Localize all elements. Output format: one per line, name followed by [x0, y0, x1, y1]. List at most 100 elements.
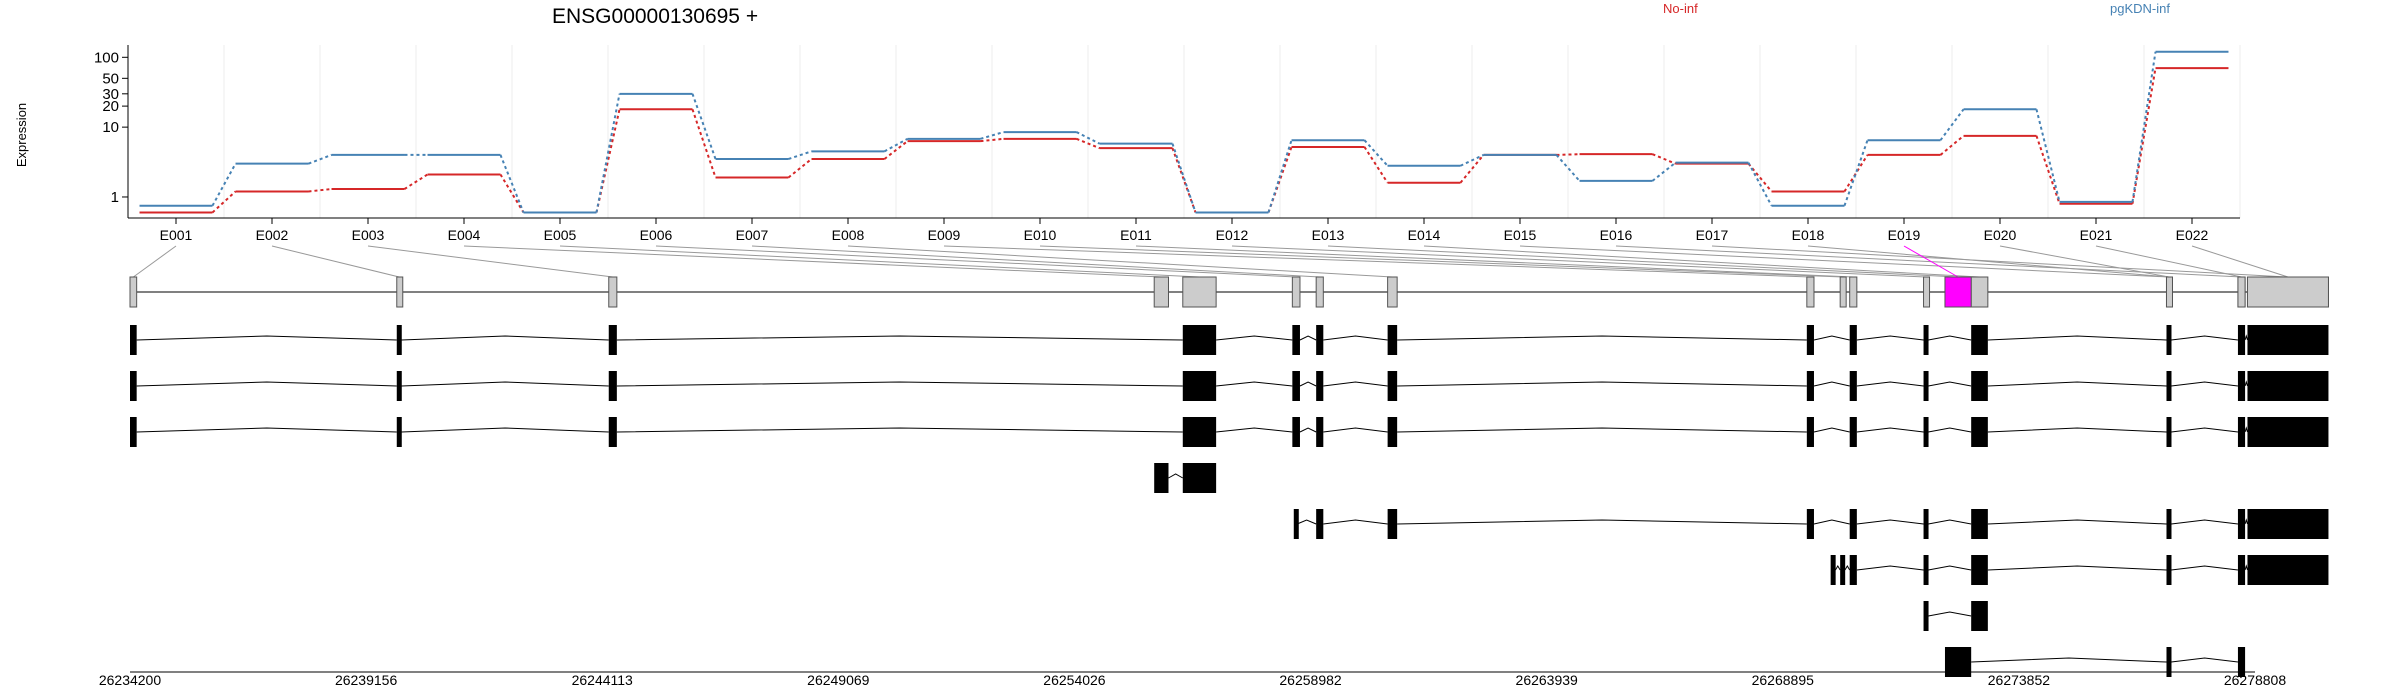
- transcript-exon: [1293, 509, 1299, 539]
- transcript-exon: [2166, 417, 2172, 447]
- exon-connector: [1999, 245, 2169, 278]
- transcript-exon: [396, 417, 402, 447]
- intron-line: [1397, 381, 1807, 387]
- genomic-tick-label: 26263939: [1516, 672, 1579, 688]
- intron-line: [1987, 427, 2167, 433]
- x-tick-label: E001: [160, 227, 193, 243]
- exon-connector: [751, 245, 1320, 278]
- y-tick-label: 10: [102, 119, 119, 136]
- transcript-exon: [1182, 463, 1217, 493]
- exon-connector: [2095, 245, 2242, 278]
- intron-line: [1928, 519, 1972, 525]
- transcript-exon: [2247, 325, 2329, 355]
- intron-line: [1397, 427, 1807, 433]
- exon-connector: [2191, 245, 2289, 278]
- x-axis: E001 E002 E003 E004 E005 E006 E007 E008 E009 E010…: [128, 217, 2240, 243]
- exon-connector: [559, 245, 1200, 278]
- x-tick-label: E013: [1312, 227, 1345, 243]
- intron-line: [1299, 427, 1317, 433]
- intron-line: [2171, 335, 2239, 341]
- transcript-tracks: [130, 325, 2329, 677]
- intron-line: [2171, 565, 2239, 571]
- series-connector: [595, 93, 621, 213]
- intron-line: [1299, 381, 1317, 387]
- exon-box-e001: [129, 276, 138, 308]
- genomic-tick-label: 26273852: [1988, 672, 2051, 688]
- x-tick-label: E004: [448, 227, 481, 243]
- transcript-exon: [1806, 509, 1814, 539]
- intron-line: [1216, 335, 1293, 341]
- transcript-exon: [2166, 647, 2172, 677]
- transcript-exon: [1849, 509, 1857, 539]
- transcript-exon: [1316, 417, 1324, 447]
- exon-connector: [1231, 245, 1926, 278]
- x-tick-label: E003: [352, 227, 385, 243]
- transcript-exon: [1387, 371, 1398, 401]
- series-connector: [308, 153, 332, 165]
- exon-box-e009: [1806, 276, 1815, 308]
- genomic-tick-label: 26258982: [1279, 672, 1342, 688]
- series-connector: [980, 137, 1004, 143]
- transcript-exon: [1849, 325, 1857, 355]
- exon-box-e010: [1839, 276, 1847, 308]
- transcript-exon: [2237, 325, 2246, 355]
- intron-line: [1168, 473, 1184, 479]
- intron-line: [1928, 611, 1972, 617]
- series-connector: [211, 190, 237, 214]
- intron-line: [1928, 427, 1972, 433]
- transcript-exon: [1840, 555, 1846, 585]
- series-connector: [1076, 137, 1100, 150]
- x-tick-label: E015: [1504, 227, 1537, 243]
- intron-line: [401, 335, 609, 341]
- x-tick-label: E014: [1408, 227, 1441, 243]
- genomic-tick-label: 26239156: [335, 672, 398, 688]
- exon-connector: [271, 245, 400, 278]
- x-tick-label: E020: [1984, 227, 2017, 243]
- intron-line: [1987, 565, 2167, 571]
- intron-line: [1856, 335, 1924, 341]
- intron-line: [1323, 519, 1388, 525]
- exon-connector: [655, 245, 1297, 278]
- transcript-exon: [1849, 417, 1857, 447]
- intron-line: [1813, 381, 1850, 387]
- intron-line: [1299, 335, 1317, 341]
- legend-entry-no-inf: No-inf: [1663, 1, 1698, 16]
- intron-line: [1813, 427, 1850, 433]
- intron-line: [1216, 427, 1293, 433]
- x-tick-label: E009: [928, 227, 961, 243]
- transcript-exon: [1971, 555, 1988, 585]
- intron-line: [1844, 565, 1851, 571]
- transcript: [1154, 463, 1217, 493]
- transcript-exon: [1316, 509, 1324, 539]
- series-connector: [1939, 135, 1965, 156]
- intron-line: [1397, 519, 1807, 525]
- transcript-exon: [1923, 509, 1929, 539]
- series-connector: [499, 173, 525, 213]
- plot-area: [127, 45, 2241, 218]
- series-connector: [980, 131, 1004, 140]
- series-connector: [1652, 153, 1676, 165]
- exon-connector: [1615, 245, 2242, 278]
- transcript-exon: [1849, 555, 1857, 585]
- x-tick-label: E021: [2080, 227, 2113, 243]
- x-tick-label: E007: [736, 227, 769, 243]
- exon-connector: [943, 245, 1811, 278]
- genomic-tick-label: 26268895: [1752, 672, 1815, 688]
- x-tick-label: E016: [1600, 227, 1633, 243]
- transcript-exon: [1830, 555, 1836, 585]
- transcript-exon: [1292, 325, 1300, 355]
- exon-connector: [133, 245, 177, 278]
- genomic-tick-label: 26244113: [572, 672, 633, 688]
- y-tick-label: 1: [111, 189, 119, 206]
- transcript-exon: [1923, 371, 1929, 401]
- exon-box-e002: [396, 276, 404, 308]
- transcript-exon: [1923, 601, 1929, 631]
- genomic-coordinate-axis: 26234200 26239156 26244113 26249069 26254026…: [99, 671, 2286, 688]
- transcript-exon: [2166, 325, 2172, 355]
- intron-line: [2244, 564, 2248, 571]
- series-connector: [1556, 153, 1580, 156]
- exon-box-e022: [2246, 276, 2329, 308]
- exon-box-e006: [1291, 276, 1301, 308]
- series-connector: [2035, 109, 2061, 203]
- intron-line: [136, 381, 397, 387]
